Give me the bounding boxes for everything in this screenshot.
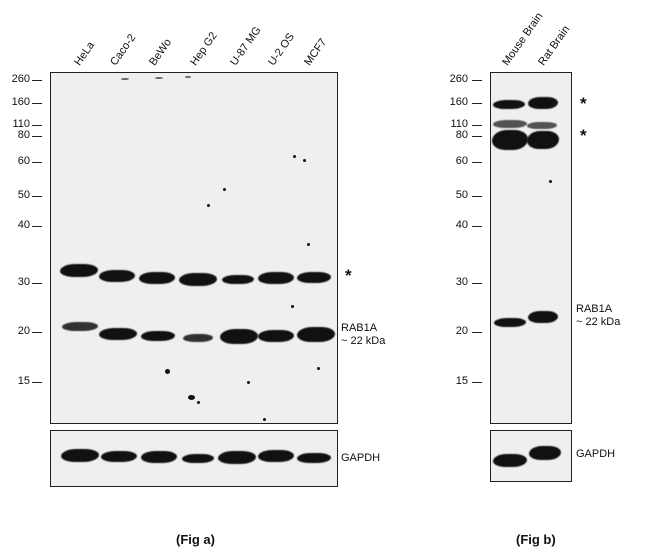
fig-b-asterisk-160: *: [580, 94, 587, 113]
mw-marker-160: 160: [11, 96, 30, 108]
lane-label-mcf7: MCF7: [302, 36, 330, 68]
mw-marker-60: 60: [17, 155, 30, 167]
fig-a-gapdh-label: GAPDH: [341, 452, 381, 464]
fig-b-mw-marker-20: 20: [455, 325, 468, 337]
mw-marker-50: 50: [17, 189, 30, 201]
lane-label-u87mg: U-87 MG: [228, 24, 264, 68]
mw-marker-20: 20: [17, 325, 30, 337]
fig-a-gapdh-blot: [50, 430, 338, 487]
fig-b-mw-marker-80: 80: [455, 129, 468, 141]
fig-b-band-label-size: ~ 22 kDa: [576, 316, 621, 328]
fig-b-caption: (Fig b): [516, 532, 556, 547]
mw-marker-260: 260: [11, 73, 30, 85]
fig-b-mw-marker-160: 160: [449, 96, 468, 108]
fig-b-asterisk-80: *: [580, 126, 587, 145]
mw-marker-30: 30: [17, 276, 30, 288]
fig-b-band-label-name: RAB1A: [576, 303, 613, 315]
fig-b-mw-marker-50: 50: [455, 189, 468, 201]
lane-label-u2os: U-2 OS: [266, 31, 298, 68]
fig-b-gapdh-label: GAPDH: [576, 448, 616, 460]
lane-label-rat-brain: Rat Brain: [536, 23, 573, 68]
fig-b-band-label: RAB1A ~ 22 kDa: [576, 303, 620, 329]
mw-marker-40: 40: [17, 219, 30, 231]
fig-b-mw-marker-60: 60: [455, 155, 468, 167]
fig-b-mw-marker-260: 260: [449, 73, 468, 85]
fig-b-blot: [490, 72, 572, 424]
fig-a-band-label-name: RAB1A: [341, 322, 378, 334]
mw-marker-15: 15: [17, 375, 30, 387]
fig-b-mw-marker-15: 15: [455, 375, 468, 387]
fig-b-mw-marker-30: 30: [455, 276, 468, 288]
fig-a-blot: [50, 72, 338, 424]
fig-a-band-label-size: ~ 22 kDa: [341, 335, 386, 347]
mw-marker-80: 80: [17, 129, 30, 141]
fig-b-mw-marker-110: 110: [450, 118, 468, 130]
fig-b-mw-marker-40: 40: [455, 219, 468, 231]
fig-a-caption: (Fig a): [176, 532, 215, 547]
mw-marker-110: 110: [12, 118, 30, 130]
lane-label-bewo: BeWo: [147, 36, 175, 68]
fig-a-asterisk: *: [345, 266, 352, 285]
lane-label-hepg2: Hep G2: [188, 30, 220, 69]
lane-label-caco2: Caco-2: [108, 32, 139, 68]
fig-a-band-label: RAB1A ~ 22 kDa: [341, 322, 385, 348]
lane-label-hela: HeLa: [72, 39, 98, 68]
fig-b-gapdh-blot: [490, 430, 572, 482]
